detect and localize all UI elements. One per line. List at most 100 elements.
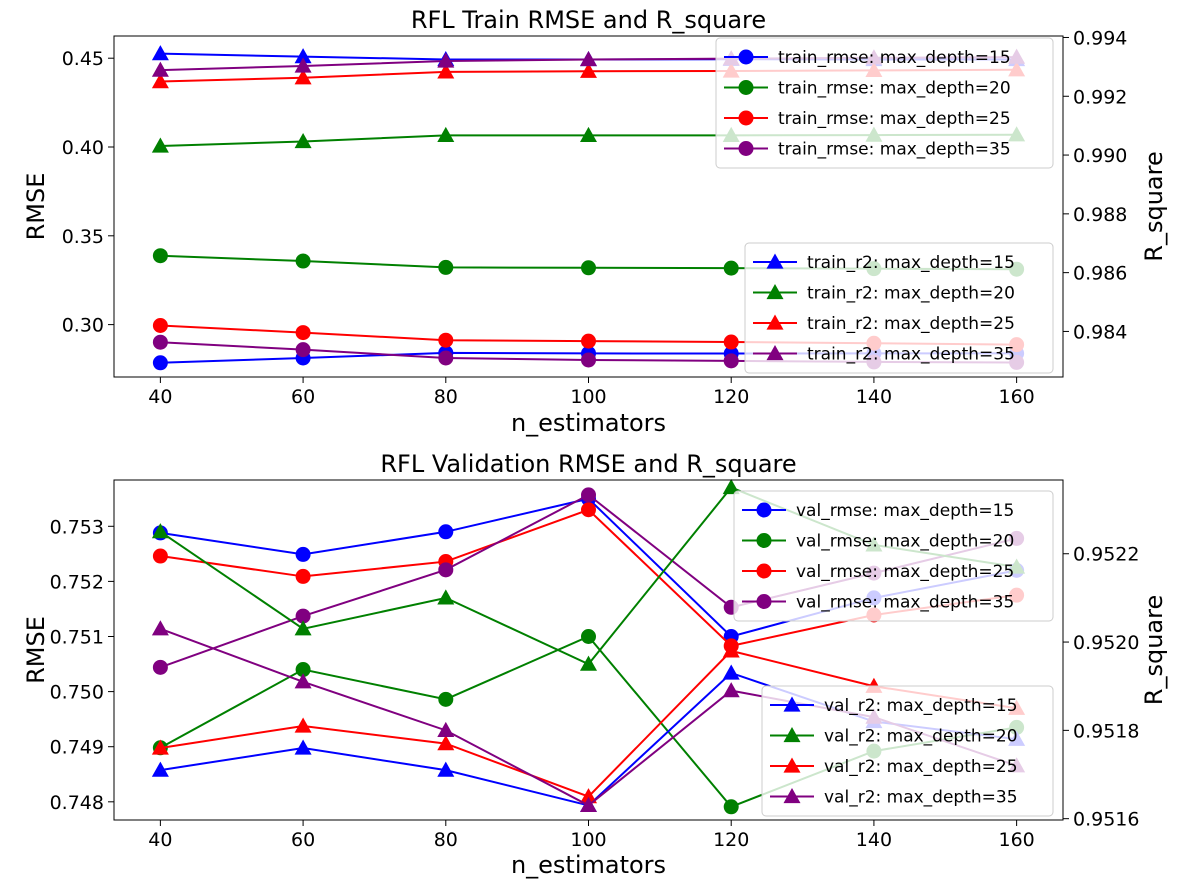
legend-label: val_rmse: max_depth=20	[796, 532, 1014, 552]
data-point	[438, 562, 454, 578]
y-tick-label: 0.45	[62, 48, 104, 70]
legend-item: train_rmse: max_depth=20	[724, 79, 1011, 99]
legend-label: train_rmse: max_depth=15	[778, 48, 1011, 68]
legend-box	[715, 37, 1054, 169]
data-point	[438, 691, 454, 707]
y-tick-label: 0.35	[62, 226, 104, 248]
legend-box	[761, 685, 1054, 817]
legend-label: val_rmse: max_depth=35	[796, 593, 1014, 613]
x-tick-label: 80	[434, 386, 458, 408]
chart-title: RFL Train RMSE and R_square	[411, 6, 766, 34]
x-axis-label: n_estimators	[511, 851, 666, 879]
x-tick-label: 120	[713, 829, 749, 851]
y-tick-label: 0.753	[50, 516, 104, 538]
data-point	[580, 655, 597, 671]
legend-label: val_r2: max_depth=35	[824, 788, 1018, 808]
y2-tick-label: 0.992	[1073, 86, 1127, 108]
y2-tick-label: 0.9516	[1073, 809, 1139, 831]
data-point	[581, 260, 596, 276]
legend-item: train_r2: max_depth=20	[753, 284, 1015, 304]
legend-box	[744, 242, 1054, 374]
data-point	[722, 479, 740, 495]
data-point	[581, 333, 596, 349]
data-point	[294, 57, 312, 73]
legend-item: train_r2: max_depth=35	[753, 345, 1015, 365]
data-point	[295, 608, 311, 624]
legend-label: val_r2: max_depth=25	[824, 757, 1018, 777]
data-point	[438, 332, 454, 348]
legend-item: val_rmse: max_depth=35	[742, 593, 1014, 613]
x-tick-label: 160	[998, 829, 1034, 851]
legend-marker	[738, 110, 754, 126]
y2-tick-label: 0.988	[1073, 204, 1127, 226]
data-point	[151, 620, 169, 636]
legend: train_r2: max_depth=15 train_r2: max_dept…	[744, 242, 1054, 374]
data-point	[151, 761, 169, 777]
data-point	[295, 662, 311, 678]
data-point	[581, 352, 596, 368]
data-point	[151, 73, 169, 89]
legend-marker	[756, 563, 772, 579]
legend-label: train_rmse: max_depth=20	[778, 79, 1011, 99]
data-point	[438, 350, 454, 366]
y-axis-label: RMSE	[22, 616, 50, 684]
legend-label: train_r2: max_depth=25	[807, 314, 1015, 334]
legend-item: val_r2: max_depth=35	[770, 788, 1018, 808]
data-point	[581, 628, 596, 644]
y2-tick-label: 0.9522	[1073, 544, 1139, 566]
legend-marker	[783, 727, 801, 743]
legend-item: train_rmse: max_depth=35	[724, 140, 1011, 160]
x-tick-label: 80	[434, 829, 458, 851]
chart-title: RFL Validation RMSE and R_square	[380, 450, 796, 478]
legend-item: train_r2: max_depth=15	[753, 253, 1015, 273]
legend-item: train_rmse: max_depth=15	[724, 48, 1011, 68]
legend-item: val_rmse: max_depth=20	[742, 532, 1014, 552]
data-point	[437, 126, 455, 142]
legend: val_rmse: max_depth=15 val_rmse: max_dept…	[733, 490, 1054, 622]
data-point	[580, 51, 597, 67]
y-tick-label: 0.40	[62, 137, 104, 159]
legend-marker	[766, 284, 784, 300]
data-point	[152, 355, 168, 371]
x-tick-label: 60	[291, 829, 315, 851]
data-point	[151, 523, 169, 539]
legend-item: val_r2: max_depth=25	[770, 757, 1018, 777]
y2-tick-label: 0.984	[1073, 321, 1127, 343]
data-point	[581, 502, 596, 518]
data-point	[152, 317, 168, 333]
legend-marker	[766, 345, 784, 361]
y2-axis-label: R_square	[1140, 151, 1168, 261]
y2-tick-label: 0.986	[1073, 263, 1127, 285]
legend-marker	[756, 594, 772, 609]
data-point	[580, 788, 597, 804]
data-point	[437, 63, 455, 79]
legend-marker	[783, 788, 801, 804]
y2-tick-label: 0.990	[1073, 145, 1127, 167]
legend-label: train_r2: max_depth=35	[807, 345, 1015, 365]
legend: val_r2: max_depth=15 val_r2: max_depth=20…	[761, 685, 1054, 817]
data-point	[295, 546, 311, 562]
data-point	[580, 126, 597, 142]
x-tick-label: 60	[291, 386, 315, 408]
data-point	[723, 334, 739, 350]
legend-marker	[738, 141, 754, 156]
data-point	[151, 137, 169, 153]
legend-marker	[756, 533, 772, 548]
legend-label: train_r2: max_depth=20	[807, 284, 1015, 304]
legend-box	[733, 490, 1054, 622]
y2-tick-label: 0.994	[1073, 27, 1127, 49]
x-axis-label: n_estimators	[511, 409, 666, 437]
data-point	[438, 524, 454, 540]
legend-label: train_rmse: max_depth=35	[778, 140, 1011, 160]
legend-marker	[766, 314, 784, 330]
data-point	[722, 664, 740, 680]
x-tick-label: 160	[998, 386, 1034, 408]
legend-marker	[738, 49, 754, 65]
data-point	[723, 353, 739, 369]
data-point	[152, 659, 168, 675]
legend-label: val_rmse: max_depth=25	[796, 562, 1014, 582]
y-tick-label: 0.748	[50, 792, 104, 814]
data-point	[294, 69, 312, 85]
y-tick-label: 0.752	[50, 571, 104, 593]
